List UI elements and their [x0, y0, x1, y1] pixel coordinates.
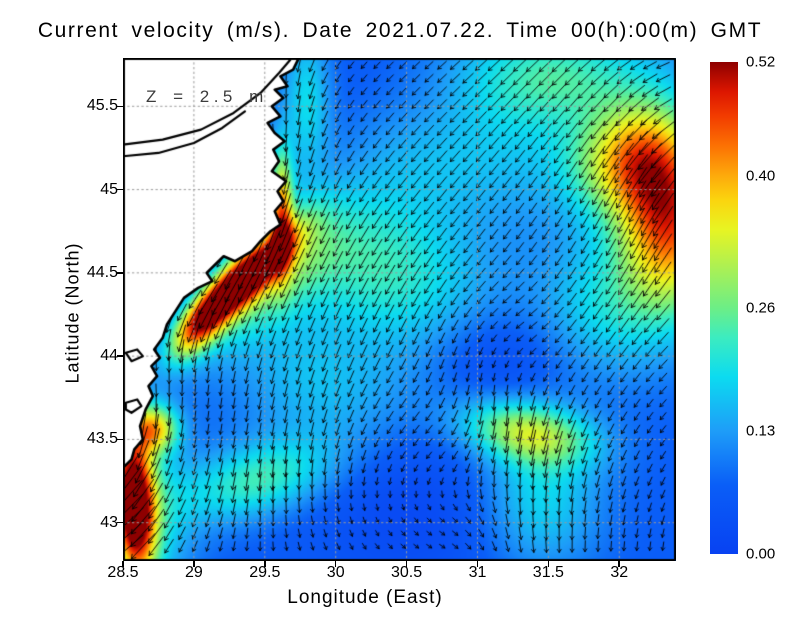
- x-tick-mark: [334, 561, 337, 567]
- y-tick-mark: [117, 105, 123, 108]
- x-tick-mark: [618, 561, 621, 567]
- x-tick-mark: [122, 561, 124, 567]
- x-tick-label: 32: [610, 564, 629, 581]
- x-axis-label: Longitude (East): [287, 587, 443, 608]
- y-tick-label: 43.5: [86, 430, 118, 448]
- x-tick-label: 31: [468, 564, 487, 581]
- y-tick-label: 45: [100, 180, 118, 198]
- x-tick-mark: [547, 561, 550, 567]
- x-tick-mark: [263, 561, 266, 567]
- x-tick-label: 29: [184, 564, 203, 581]
- depth-annotation: Z = 2.5 m: [146, 87, 268, 106]
- y-tick-mark: [117, 521, 123, 524]
- chart-title: Current velocity (m/s). Date 2021.07.22.…: [37, 19, 763, 42]
- colorbar-tick-label: 0.40: [746, 167, 776, 185]
- y-axis-label: Latitude (North): [62, 242, 83, 384]
- y-tick-label: 44: [100, 347, 118, 365]
- y-tick-label: 43: [100, 513, 118, 531]
- y-tick-mark: [117, 272, 123, 274]
- y-tick-label: 45.5: [86, 97, 118, 115]
- y-tick-label: 44.5: [86, 263, 118, 281]
- velocity-map-canvas: [123, 58, 676, 561]
- x-tick-mark: [405, 561, 408, 567]
- x-tick-label: 30: [326, 564, 345, 581]
- x-tick-label: 30.5: [391, 564, 423, 581]
- y-tick-mark: [117, 438, 123, 441]
- colorbar-tick-label: 0.13: [746, 422, 776, 440]
- y-tick-mark: [117, 355, 123, 357]
- colorbar-tick-label: 0.26: [746, 299, 776, 317]
- colorbar: [710, 62, 738, 554]
- colorbar-tick-label: 0.52: [746, 53, 776, 71]
- x-tick-label: 28.5: [107, 564, 139, 581]
- x-tick-mark: [193, 561, 195, 567]
- x-tick-label: 31.5: [532, 564, 564, 581]
- colorbar-tick-label: 0.00: [746, 545, 776, 563]
- x-tick-mark: [476, 561, 479, 567]
- x-tick-label: 29.5: [249, 564, 281, 581]
- y-tick-mark: [117, 188, 123, 191]
